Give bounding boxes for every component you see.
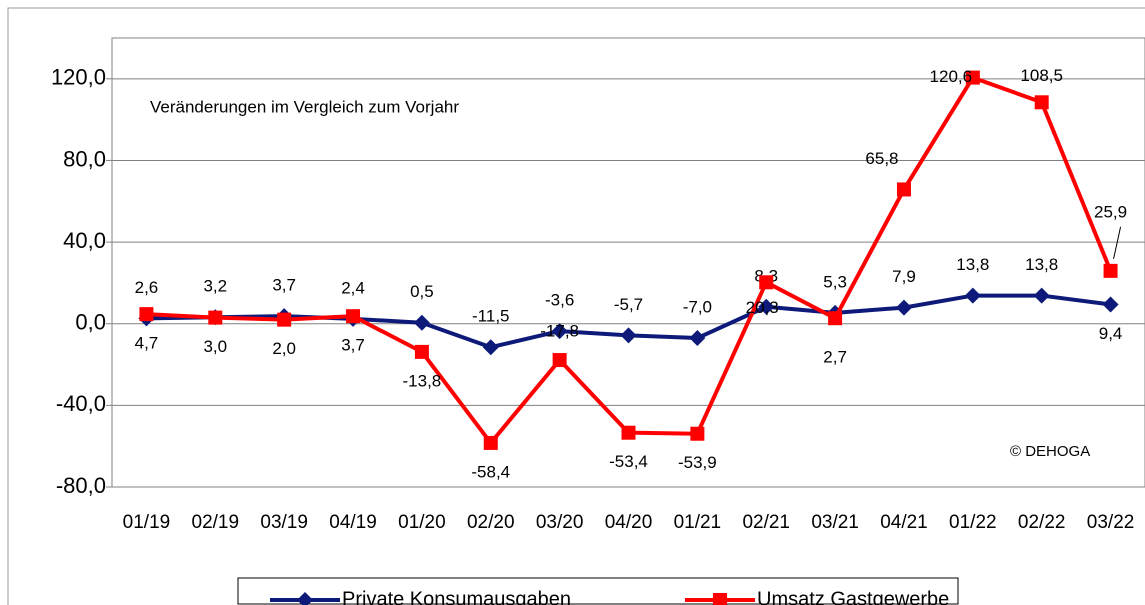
data-label: -17,8 [540,322,579,341]
marker [551,323,568,340]
x-tick-label: 04/21 [880,512,928,533]
x-tick-label: 03/20 [536,512,584,533]
data-label: 3,2 [203,277,227,296]
y-tick-label: 0,0 [75,310,106,335]
data-label: 2,0 [272,339,296,358]
data-label: -13,8 [403,371,442,390]
x-tick-label: 01/22 [949,512,997,533]
y-tick-label: -40,0 [56,391,106,416]
data-label: -53,4 [609,452,648,471]
marker [208,310,223,325]
marker [964,287,981,304]
y-tick-label: 120,0 [51,65,106,90]
leader-line [1113,226,1122,259]
legend-marker [297,592,313,605]
legend-label: Private Konsumausgaben [342,588,571,605]
data-label: 65,8 [865,149,898,168]
marker [552,353,567,368]
data-label: 3,7 [341,336,365,355]
data-label: 20,3 [746,298,779,317]
data-label: 108,5 [1020,66,1063,85]
data-label: 25,9 [1094,202,1127,221]
x-tick-label: 01/21 [674,512,722,533]
data-label: 3,7 [272,276,296,295]
y-tick-label: 40,0 [63,228,106,253]
marker [758,298,775,315]
y-tick-label: -80,0 [56,473,106,498]
data-label: 120,6 [930,67,973,86]
data-label: -7,0 [683,297,712,316]
data-label: 9,4 [1099,324,1123,343]
data-label: 4,7 [135,334,159,353]
data-label: 13,8 [956,255,989,274]
x-tick-label: 04/19 [329,512,377,533]
data-label: -3,6 [545,291,574,310]
marker [895,299,912,316]
marker [1102,296,1119,313]
legend-marker [713,593,727,605]
marker [483,435,498,450]
marker [1034,95,1049,110]
data-label: -11,5 [472,307,510,326]
data-label: 0,5 [410,282,434,301]
marker [414,344,429,359]
marker [277,312,292,327]
marker [759,275,774,290]
marker [620,327,637,344]
x-tick-label: 03/21 [811,512,859,533]
data-label: -58,4 [471,462,510,481]
x-tick-label: 02/21 [742,512,790,533]
x-tick-label: 03/22 [1087,512,1135,533]
x-tick-label: 01/20 [398,512,446,533]
data-label: 2,7 [823,348,847,367]
marker [896,182,911,197]
data-label: 3,0 [203,337,227,356]
x-tick-label: 02/22 [1018,512,1066,533]
marker [690,426,705,441]
x-tick-label: 04/20 [605,512,653,533]
data-label: 5,3 [823,272,847,291]
marker [413,314,430,331]
x-tick-label: 02/20 [467,512,515,533]
y-tick-label: 80,0 [63,146,106,171]
marker [828,311,843,326]
annotation: Veränderungen im Vergleich zum Vorjahr [150,97,459,116]
copyright: © DEHOGA [1010,443,1090,460]
legend-label: Umsatz Gastgewerbe [757,588,949,605]
marker [482,339,499,356]
marker [1033,287,1050,304]
marker [965,70,980,85]
data-label: -5,7 [614,295,643,314]
legend-box [237,577,959,605]
frame [7,7,1145,605]
marker [1103,263,1118,278]
data-label: 7,9 [892,267,916,286]
data-label: 2,4 [341,278,365,297]
data-label: -53,9 [678,453,717,472]
data-label: 2,6 [135,278,159,297]
marker [346,309,361,324]
marker [621,425,636,440]
data-label: 13,8 [1025,255,1058,274]
marker [689,330,706,347]
x-tick-label: 03/19 [260,512,308,533]
x-tick-label: 01/19 [123,512,171,533]
marker [139,307,154,322]
x-tick-label: 02/19 [192,512,240,533]
